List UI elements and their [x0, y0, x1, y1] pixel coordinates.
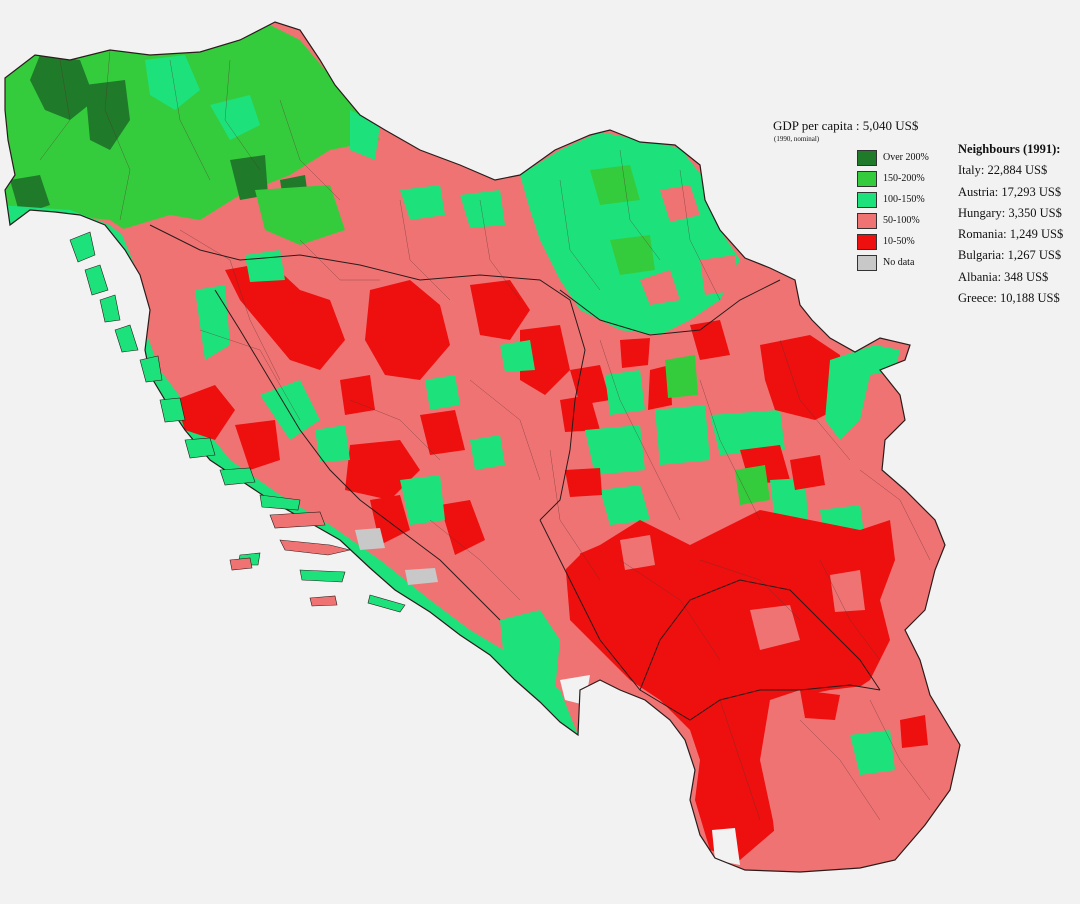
legend-label: No data: [883, 257, 915, 268]
neighbour-romania: Romania: 1,249 US$: [958, 227, 1064, 242]
neighbours-title: Neighbours (1991):: [958, 142, 1061, 156]
legend-row: 100-150%: [857, 189, 963, 210]
legend-label: 50-100%: [883, 215, 920, 226]
legend-label: 100-150%: [883, 194, 925, 205]
legend-subtitle: (1990, nominal): [774, 135, 820, 143]
neighbour-italy: Italy: 22,884 US$: [958, 163, 1048, 178]
neighbour-hungary: Hungary: 3,350 US$: [958, 205, 1062, 220]
legend-rows: Over 200% 150-200% 100-150% 50-100% 10-5…: [857, 147, 963, 273]
legend-swatch: [857, 149, 877, 166]
neighbour-austria: Austria: 17,293 US$: [958, 184, 1062, 199]
legend-row: 150-200%: [857, 168, 963, 189]
map-legend: GDP per capita : 5,040 US$ (1990, nomina…: [773, 118, 963, 273]
legend-label: 10-50%: [883, 236, 915, 247]
legend-label: 150-200%: [883, 173, 925, 184]
legend-label: Over 200%: [883, 152, 929, 163]
legend-row: 50-100%: [857, 210, 963, 231]
legend-swatch: [857, 233, 877, 250]
neighbour-greece: Greece: 10,188 US$: [958, 291, 1060, 306]
legend-row: No data: [857, 252, 963, 273]
neighbour-bulgaria: Bulgaria: 1,267 US$: [958, 248, 1062, 263]
legend-swatch: [857, 191, 877, 208]
legend-row: Over 200%: [857, 147, 963, 168]
neighbour-albania: Albania: 348 US$: [958, 269, 1049, 284]
legend-swatch: [857, 254, 877, 271]
legend-swatch: [857, 170, 877, 187]
legend-swatch: [857, 212, 877, 229]
neighbours-panel: Neighbours (1991): Italy: 22,884 US$ Aus…: [958, 139, 1080, 309]
legend-title: GDP per capita : 5,040 US$: [773, 118, 919, 133]
legend-row: 10-50%: [857, 231, 963, 252]
